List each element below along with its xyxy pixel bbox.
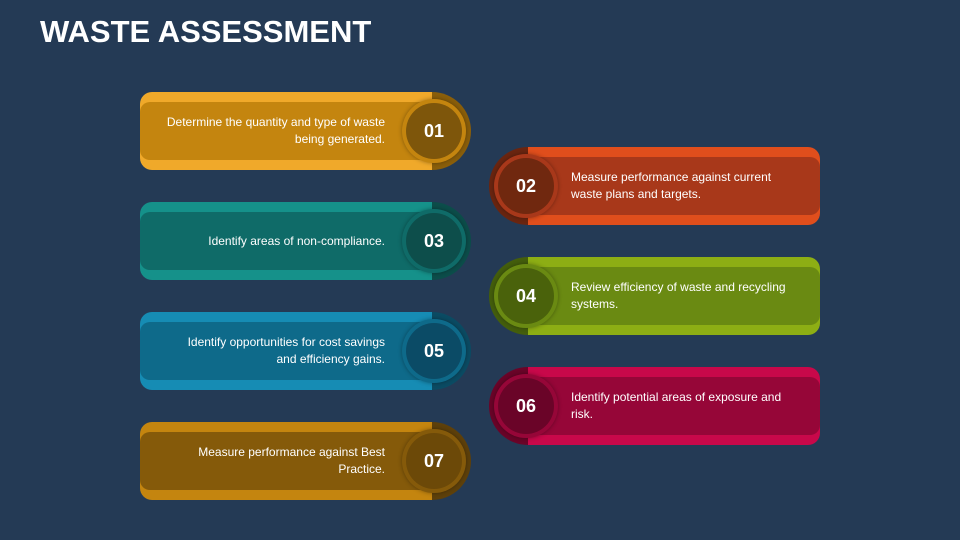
card-inner-panel bbox=[528, 377, 820, 435]
step-number-badge: 06 bbox=[498, 378, 554, 434]
step-card-02: 02 Measure performance against current w… bbox=[488, 147, 820, 225]
step-description: Identify areas of non-compliance. bbox=[208, 233, 385, 248]
card-inner-panel bbox=[140, 322, 432, 380]
step-description: Determine the quantity and type of waste… bbox=[166, 115, 385, 146]
card-inner-panel bbox=[140, 432, 432, 490]
step-number-badge: 07 bbox=[406, 433, 462, 489]
slide-title: WASTE ASSESSMENT bbox=[40, 14, 372, 49]
card-inner-panel bbox=[140, 212, 432, 270]
step-card-04: 04 Review efficiency of waste and recycl… bbox=[488, 257, 820, 335]
step-number-badge: 05 bbox=[406, 323, 462, 379]
step-description: Measure performance against current wast… bbox=[571, 170, 772, 201]
step-card-01: 01 Determine the quantity and type of wa… bbox=[140, 92, 472, 170]
step-number-badge: 02 bbox=[498, 158, 554, 214]
step-card-03: 03 Identify areas of non-compliance. bbox=[140, 202, 472, 280]
step-number-badge: 04 bbox=[498, 268, 554, 324]
card-inner-panel bbox=[140, 102, 432, 160]
card-inner-panel bbox=[528, 157, 820, 215]
step-description: Review efficiency of waste and recycling… bbox=[571, 280, 786, 311]
step-card-07: 07 Measure performance against Best Prac… bbox=[140, 422, 472, 500]
step-card-06: 06 Identify potential areas of exposure … bbox=[488, 367, 820, 445]
step-card-05: 05 Identify opportunities for cost savin… bbox=[140, 312, 472, 390]
card-inner-panel bbox=[528, 267, 820, 325]
step-description: Measure performance against Best Practic… bbox=[198, 445, 385, 476]
step-number-badge: 03 bbox=[406, 213, 462, 269]
step-description: Identify potential areas of exposure and… bbox=[571, 390, 782, 421]
step-number-badge: 01 bbox=[406, 103, 462, 159]
step-description: Identify opportunities for cost savings … bbox=[187, 335, 385, 366]
